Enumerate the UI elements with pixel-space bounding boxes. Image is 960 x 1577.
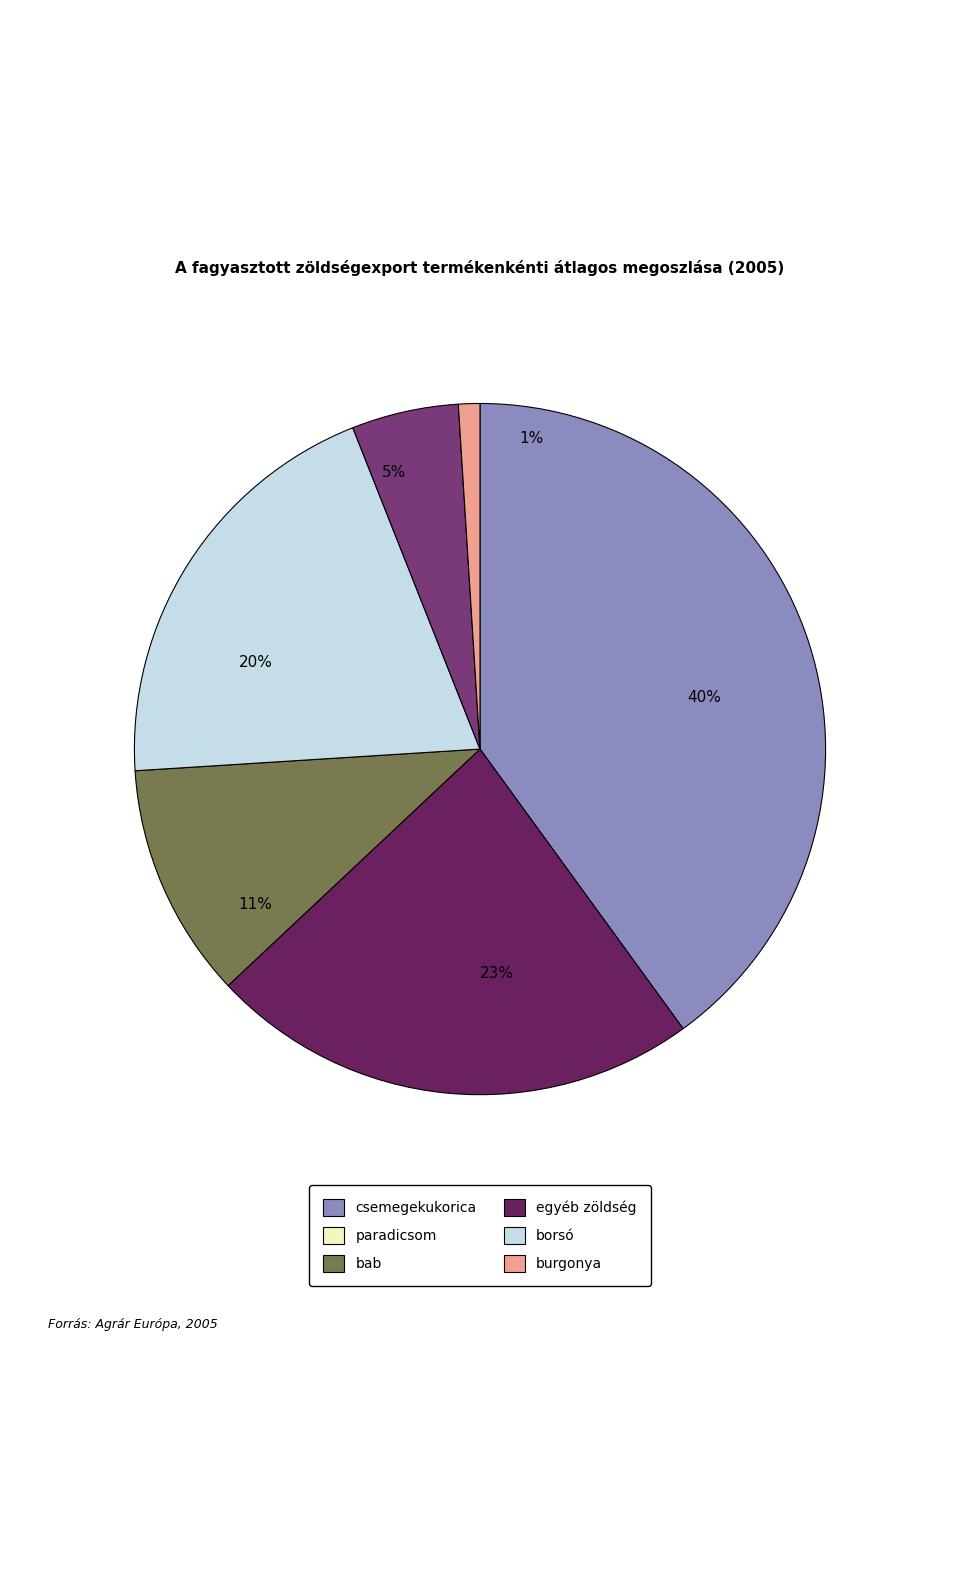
Text: 1%: 1% — [519, 431, 544, 446]
Wedge shape — [134, 427, 480, 771]
Text: 11%: 11% — [238, 897, 273, 912]
Wedge shape — [135, 749, 480, 986]
Text: 23%: 23% — [480, 967, 515, 981]
Wedge shape — [228, 749, 684, 1094]
Text: 40%: 40% — [687, 689, 722, 705]
Wedge shape — [458, 404, 480, 749]
Text: 20%: 20% — [238, 654, 273, 670]
Text: Forrás: Agrár Európa, 2005: Forrás: Agrár Európa, 2005 — [48, 1318, 218, 1331]
Wedge shape — [352, 404, 480, 749]
Legend: csemegekukorica, paradicsom, bab, egyéb zöldség, borsó, burgonya: csemegekukorica, paradicsom, bab, egyéb … — [309, 1186, 651, 1287]
Text: 5%: 5% — [381, 465, 406, 479]
Wedge shape — [480, 404, 826, 1028]
Text: A fagyasztott zöldségexport termékenkénti átlagos megoszlása (2005): A fagyasztott zöldségexport termékenként… — [176, 260, 784, 276]
